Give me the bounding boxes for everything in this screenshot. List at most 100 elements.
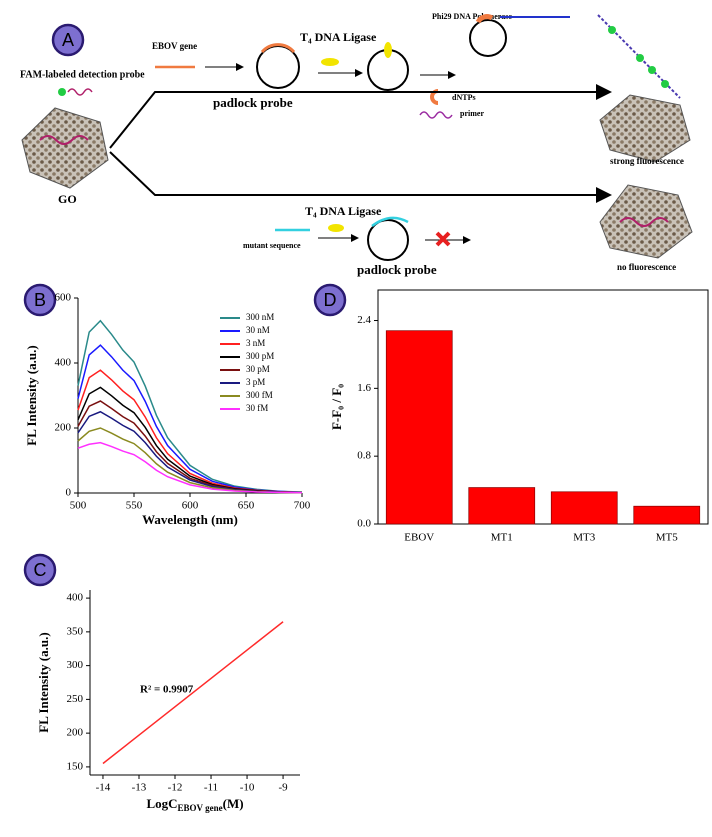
label: mutant sequence [243,241,301,250]
probe-strand [67,88,93,96]
x-tick-label: 700 [294,500,311,512]
legend-label: 3 pM [246,377,265,387]
series-line [77,427,303,494]
y-tick-label: 1.6 [357,382,371,394]
panel-letter: A [62,30,74,50]
x-tick-label: MT3 [573,532,596,544]
ligase [321,58,339,66]
legend-label: 3 nM [246,338,265,348]
legend-label: 30 pM [246,364,270,374]
legend-label: 30 nM [246,325,270,335]
series-line [102,621,284,765]
fam-dye [58,88,66,96]
label: padlock probe [213,95,293,110]
label: primer [460,109,484,118]
label: T₄ DNA Ligase [305,204,382,218]
legend-label: 300 fM [246,390,273,400]
label: strong fluorescence [610,156,684,166]
x-tick-label: -11 [204,782,218,794]
legend-label: 300 nM [246,312,274,322]
arrow [109,151,612,203]
primer-strand [419,111,453,119]
x-tick-label: -12 [168,782,183,794]
series-line [77,369,303,494]
fam-dye [661,80,669,88]
annotation: R² = 0.9907 [140,684,194,696]
y-tick-label: 0 [66,487,72,499]
x-axis-label: Wavelength (nm) [142,512,238,527]
probe-strand [619,217,669,227]
fam-dye [636,54,644,62]
y-tick-label: 600 [55,292,72,304]
x-tick-label: MT1 [491,532,513,544]
label: EBOV gene [152,41,197,51]
y-axis-label: F-F₀ / F₀ [329,384,344,430]
x-tick-label: 650 [238,500,255,512]
y-tick-label: 0.8 [357,450,371,462]
x-tick-label: 550 [126,500,143,512]
padlock [469,19,507,57]
panel-letter: D [324,290,337,310]
bar [385,330,453,525]
fam-dye [648,66,656,74]
panel-badge [51,23,85,57]
label: no fluorescence [617,262,676,272]
y-tick-label: 200 [67,727,84,739]
panel-letter: B [34,290,46,310]
go-sheet [21,107,109,189]
legend-label: 300 pM [246,351,274,361]
panel-badge [23,553,57,587]
go-sheet [599,184,693,259]
legend-label: 30 fM [246,403,268,413]
x-axis-label-main: LogC [146,796,177,811]
panel-a: A EBOV gene T₄ DNA Ligase Phi29 DNA Poly… [20,12,693,277]
y-tick-label: 350 [67,625,84,637]
plot-frame [377,289,709,525]
y-tick-label: 200 [55,422,72,434]
x-tick-label: -10 [240,782,255,794]
bar [468,487,536,525]
label: FAM-labeled detection probe [20,69,145,80]
series-line [77,441,303,494]
x-tick-label: 500 [70,500,87,512]
x-tick-label: 600 [182,500,199,512]
panel-letter: C [34,560,47,580]
y-tick-label: 400 [67,592,84,604]
y-tick-label: 250 [67,693,84,705]
y-tick-label: 150 [67,760,84,772]
mutant-arc [371,216,409,227]
y-tick-label: 2.4 [357,314,371,326]
gene-arc [260,43,296,54]
y-tick-label: 0.0 [357,518,371,530]
go-sheet [599,94,691,163]
blocked [435,231,451,247]
polymerase [475,14,494,24]
arrow [109,84,612,149]
x-tick-label: MT5 [656,532,679,544]
padlock [367,219,409,261]
series-line [77,410,303,494]
panel-badge [313,283,347,317]
x-tick-label: -13 [132,782,147,794]
label: GO [58,192,77,206]
ligase [328,224,344,232]
y-axis-label: FL Intensity (a.u.) [24,345,39,445]
label: Phi29 DNA Polymerase [432,12,512,21]
label: padlock probe [357,262,437,277]
series-line [77,319,303,493]
y-tick-label: 400 [55,357,72,369]
ligase [384,42,392,58]
x-tick-label: -9 [278,782,288,794]
series-line [77,386,303,494]
x-axis-label: LogCEBOV gene(M) [146,796,243,813]
x-tick-label: EBOV [404,532,434,544]
panel-badge [23,283,57,317]
fam-dye [608,26,616,34]
y-axis-label: FL Intensity (a.u.) [36,632,51,732]
x-axis-label-unit: (M) [223,796,244,811]
bar [550,491,618,525]
label: dNTPs [452,93,476,102]
probe-strand [39,135,89,145]
x-tick-label: -14 [96,782,111,794]
x-axis-label-sub: EBOV gene [178,803,223,813]
